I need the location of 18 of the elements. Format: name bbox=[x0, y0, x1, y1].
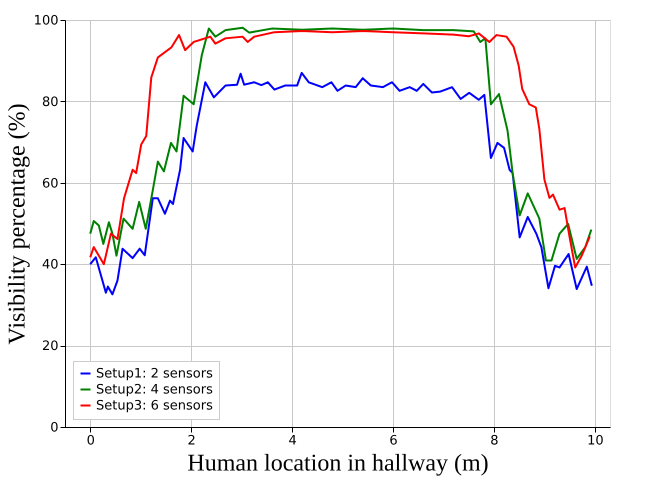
x-axis-title: Human location in hallway (m) bbox=[187, 450, 489, 476]
legend-label: Setup2: 4 sensors bbox=[96, 382, 214, 398]
legend-label: Setup3: 6 sensors bbox=[96, 398, 214, 414]
y-tick-label: 0 bbox=[50, 420, 58, 436]
y-axis-title: Visibility percentage (%) bbox=[4, 103, 31, 345]
y-tick-label: 40 bbox=[42, 258, 58, 273]
y-tick-label: 20 bbox=[42, 339, 58, 354]
x-tick-label: 2 bbox=[188, 434, 196, 448]
y-tick-label: 100 bbox=[34, 14, 58, 28]
y-tick-label: 60 bbox=[42, 176, 58, 192]
x-tick-label: 4 bbox=[288, 434, 297, 448]
x-tick-label: 0 bbox=[86, 434, 95, 448]
line-series bbox=[89, 72, 593, 296]
x-tick-label: 10 bbox=[587, 434, 604, 448]
y-tick-label: 80 bbox=[42, 94, 58, 110]
x-tick-label: 6 bbox=[389, 434, 398, 448]
legend-label: Setup1: 2 sensors bbox=[96, 366, 214, 382]
x-tick-label: 8 bbox=[490, 434, 499, 448]
